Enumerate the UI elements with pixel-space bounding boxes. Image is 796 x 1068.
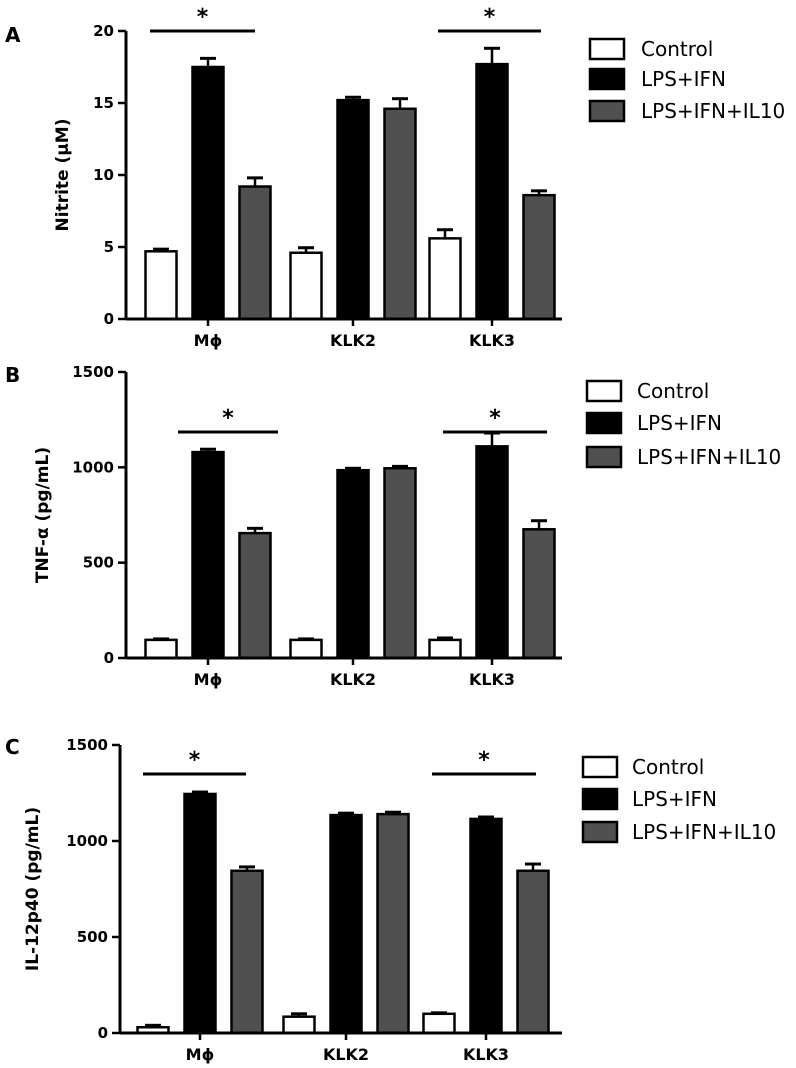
panel-c-y-tick-label-1: 500	[77, 928, 108, 946]
panel-b-category-label-0: Mϕ	[194, 670, 223, 689]
panel-c-bar-lps-ifn-1	[329, 813, 363, 1035]
panel-c-bar-lps-ifn-il10-1	[376, 812, 410, 1035]
panel-a-legend-label-2: LPS+IFN+IL10	[641, 99, 785, 123]
panel-a-y-tick-label-0: 0	[104, 310, 114, 328]
panel-c-category-label-1: KLK2	[323, 1045, 369, 1064]
panel-c-y-tick-label-2: 1000	[66, 832, 108, 850]
panel-b-legend-swatch-2	[585, 445, 623, 469]
panel-a-y-tick-label-3: 15	[93, 94, 114, 112]
panel-c-category-label-0: Mϕ	[186, 1045, 215, 1064]
panel-b-letter: B	[5, 363, 20, 387]
panel-b-y-tick-label-2: 1000	[72, 458, 114, 476]
panel-a-bar-control-2	[428, 237, 462, 321]
panel-c-legend-label-0: Control	[632, 755, 704, 779]
panel-b-bar-lps-ifn-2	[475, 445, 509, 660]
panel-a-y-tick-label-1: 5	[104, 238, 114, 256]
panel-a-bar-lps-ifn-il10-2	[522, 193, 556, 321]
panel-a-legend-label-0: Control	[641, 37, 713, 61]
panel-a-y-axis-label: Nitrite (μM)	[53, 119, 73, 232]
panel-c-legend-swatch-2	[581, 820, 619, 844]
panel-a-bar-lps-ifn-il10-1	[383, 107, 417, 321]
panel-b-y-axis-label: TNF-α (pg/mL)	[33, 447, 53, 583]
panel-c-legend-swatch-0	[581, 755, 619, 779]
panel-c-legend-swatch-1	[581, 787, 619, 811]
panel-c-letter: C	[5, 735, 20, 759]
panel-a-legend-swatch-0	[588, 37, 626, 61]
panel-b-bar-control-2	[428, 638, 462, 660]
panel-b-y-tick-label-1: 500	[83, 554, 114, 572]
panel-c-category-label-2: KLK3	[463, 1045, 509, 1064]
panel-c-y-tick-label-0: 0	[98, 1024, 108, 1042]
panel-a-legend-swatch-2	[588, 99, 626, 123]
panel-c-legend-label-1: LPS+IFN	[632, 787, 717, 811]
panel-b-legend-label-2: LPS+IFN+IL10	[637, 445, 781, 469]
panel-a-bar-control-0	[144, 250, 178, 321]
panel-a-legend-swatch-1	[588, 67, 626, 91]
panel-b-bar-lps-ifn-il10-1	[383, 467, 417, 660]
panel-c-y-axis-label: IL-12p40 (pg/mL)	[23, 807, 43, 971]
panel-a-y-tick-label-4: 20	[93, 22, 114, 40]
panel-c-bar-lps-ifn-2	[469, 817, 503, 1035]
panel-b-bar-control-0	[144, 638, 178, 660]
panel-a-significance-star-0: *	[197, 5, 209, 30]
panel-a-bar-lps-ifn-1	[336, 98, 370, 321]
panel-b-significance-star-0: *	[222, 406, 234, 431]
panel-a-category-label-0: Mϕ	[194, 331, 223, 350]
panel-c-bar-control-1	[282, 1015, 316, 1035]
panel-c-y-tick-label-3: 1500	[66, 736, 108, 754]
panel-a-bar-lps-ifn-il10-0	[238, 185, 272, 321]
panel-b-bar-lps-ifn-1	[336, 468, 370, 660]
panel-a-bar-control-1	[289, 251, 323, 321]
panel-c-bar-control-2	[422, 1012, 456, 1035]
panel-a-y-tick-label-2: 10	[93, 166, 114, 184]
panel-b-bar-lps-ifn-il10-2	[522, 528, 556, 660]
panel-a-bar-lps-ifn-0	[191, 65, 225, 321]
panel-a-significance-star-1: *	[484, 5, 496, 30]
panel-b-category-label-2: KLK3	[469, 670, 515, 689]
panel-c-bar-lps-ifn-0	[183, 792, 217, 1035]
panel-a-legend-label-1: LPS+IFN	[641, 67, 726, 91]
panel-b-legend-swatch-1	[585, 411, 623, 435]
panel-c-bar-lps-ifn-il10-0	[230, 869, 264, 1035]
panel-a-letter: A	[5, 23, 21, 47]
panel-b-bar-lps-ifn-il10-0	[238, 531, 272, 660]
panel-c-significance-star-0: *	[189, 748, 201, 773]
panel-a-category-label-2: KLK3	[469, 331, 515, 350]
panel-b-category-label-1: KLK2	[330, 670, 376, 689]
panel-b-legend-label-0: Control	[637, 379, 709, 403]
panel-a-category-label-1: KLK2	[330, 331, 376, 350]
panel-b-y-tick-label-3: 1500	[72, 363, 114, 381]
panel-c-bar-lps-ifn-il10-2	[516, 869, 550, 1035]
panel-b-legend-label-1: LPS+IFN	[637, 411, 722, 435]
panel-c-significance-star-1: *	[478, 748, 490, 773]
panel-b-significance-star-1: *	[489, 406, 501, 431]
panel-b-bar-control-1	[289, 638, 323, 660]
panel-c-legend-label-2: LPS+IFN+IL10	[632, 820, 776, 844]
panel-b-bar-lps-ifn-0	[191, 450, 225, 660]
panel-b-y-tick-label-0: 0	[104, 649, 114, 667]
panel-b-legend-swatch-0	[585, 379, 623, 403]
panel-a-bar-lps-ifn-2	[475, 62, 509, 321]
